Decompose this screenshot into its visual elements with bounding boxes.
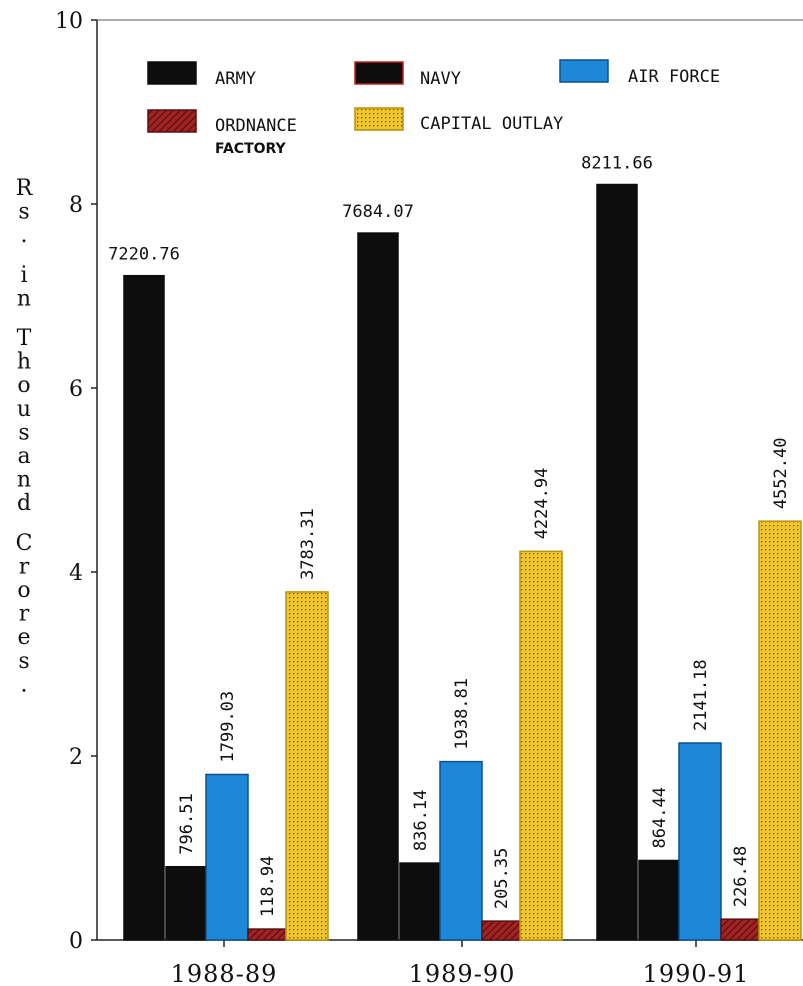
- data-label: 2141.18: [691, 659, 711, 731]
- bar-army-1989-90: [357, 232, 399, 941]
- bar-ordnance-1989-90: [481, 920, 521, 941]
- data-label: 226.48: [731, 846, 751, 907]
- data-label: 4224.94: [532, 468, 552, 540]
- y-tick-label: 10: [55, 9, 83, 34]
- legend-label: CAPITAL OUTLAY: [420, 114, 563, 134]
- y-axis-title-char: n: [17, 468, 31, 493]
- y-axis-title-char: h: [17, 350, 31, 375]
- y-tick-label: 2: [69, 745, 83, 770]
- data-label: 796.51: [177, 793, 197, 854]
- bar-navy-1988-89: [165, 865, 207, 941]
- data-label: 7684.07: [342, 202, 414, 222]
- y-axis-title-char: n: [17, 286, 31, 311]
- legend-label: AIR FORCE: [628, 67, 720, 87]
- y-axis-title-char: s: [18, 200, 29, 225]
- bar-navy-1989-90: [399, 862, 441, 941]
- legend-swatch: [354, 61, 404, 85]
- legend-swatch: [354, 107, 404, 131]
- bar-capital-outlay-1989-90: [519, 550, 563, 941]
- bar-air-force-1990-91: [678, 742, 722, 941]
- y-tick-label: 8: [69, 193, 83, 218]
- x-tick-label: 1989-90: [409, 960, 516, 986]
- y-axis-title-char: a: [17, 444, 30, 469]
- legend-swatch: [559, 59, 609, 83]
- legend-swatch: [147, 61, 197, 85]
- y-axis-title-char: C: [16, 531, 33, 556]
- y-ticks: 0 2 4 6 8 10: [55, 9, 97, 954]
- y-axis-title-char: d: [17, 491, 31, 516]
- x-ticks: 1988-89 1989-90 1990-91: [171, 940, 750, 986]
- y-axis-title-char: .: [21, 223, 28, 248]
- x-tick-label: 1990-91: [643, 960, 750, 986]
- data-label: 1938.81: [452, 678, 472, 750]
- y-axis-title-char: s: [18, 649, 29, 674]
- data-label: 3783.31: [298, 508, 318, 580]
- x-tick-label: 1988-89: [171, 960, 278, 986]
- y-axis-title-char: i: [20, 263, 27, 288]
- y-tick-label: 6: [69, 377, 83, 402]
- value-labels: 7220.76 796.51 1799.03 118.94 3783.31 7684.07…: [108, 154, 791, 918]
- y-axis-title-char: r: [19, 554, 30, 579]
- bars: [123, 183, 802, 941]
- y-tick-label: 4: [69, 561, 83, 586]
- data-label: 8211.66: [581, 154, 653, 174]
- y-axis-title-char: r: [19, 602, 30, 627]
- bar-ordnance-1990-91: [720, 918, 760, 941]
- bar-capital-outlay-1990-91: [758, 520, 802, 941]
- bar-army-1990-91: [596, 183, 638, 941]
- y-axis-title-char: T: [17, 326, 32, 351]
- data-label: 836.14: [411, 790, 431, 851]
- y-axis-title-char: o: [17, 578, 30, 603]
- data-label: 118.94: [258, 856, 278, 917]
- y-tick-label: 0: [69, 929, 83, 954]
- legend-label: ORDNANCE: [215, 116, 297, 136]
- bar-capital-outlay-1988-89: [285, 591, 329, 941]
- legend-label: ARMY: [215, 69, 256, 89]
- data-label: 864.44: [650, 787, 670, 848]
- data-label: 7220.76: [108, 245, 180, 265]
- y-axis-title-char: s: [18, 420, 29, 445]
- y-axis-title-char: u: [17, 397, 31, 422]
- bar-navy-1990-91: [638, 859, 680, 941]
- data-label: 4552.40: [771, 438, 791, 510]
- data-label: 205.35: [492, 848, 512, 909]
- y-axis-title-char: .: [21, 672, 28, 697]
- bar-air-force-1988-89: [205, 773, 249, 941]
- legend-swatch: [147, 109, 197, 133]
- y-axis-title-char: R: [16, 176, 34, 201]
- bar-army-1988-89: [123, 274, 165, 941]
- legend-label: NAVY: [420, 69, 461, 89]
- legend-sublabel: FACTORY: [215, 141, 287, 157]
- data-label: 1799.03: [218, 691, 238, 763]
- bar-ordnance-1988-89: [247, 928, 287, 941]
- legend: ARMY NAVY AIR FORCE ORDNANCE FACTORY CAPITAL …: [147, 59, 720, 157]
- bar-air-force-1989-90: [439, 760, 483, 941]
- y-axis-title-char: e: [17, 625, 30, 650]
- y-axis-title-char: o: [17, 373, 30, 398]
